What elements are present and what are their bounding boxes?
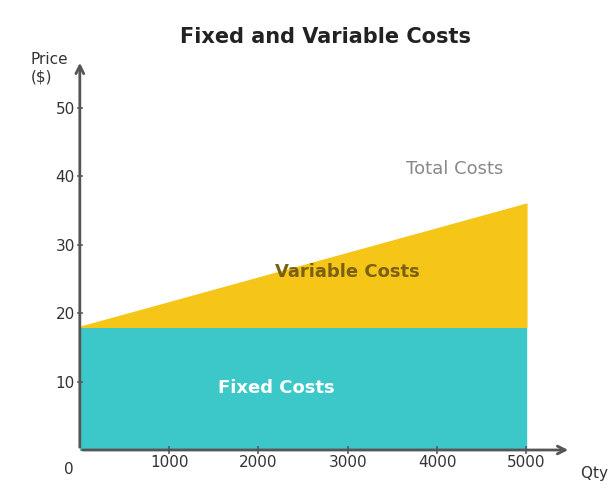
Text: Qty (units): Qty (units) (581, 466, 614, 480)
Text: 0: 0 (64, 462, 74, 477)
Text: Total Costs: Total Costs (406, 160, 503, 178)
Title: Fixed and Variable Costs: Fixed and Variable Costs (180, 28, 471, 48)
Text: Variable Costs: Variable Costs (275, 263, 420, 281)
Text: Price
($): Price ($) (31, 52, 68, 84)
Text: Fixed Costs: Fixed Costs (218, 380, 335, 398)
